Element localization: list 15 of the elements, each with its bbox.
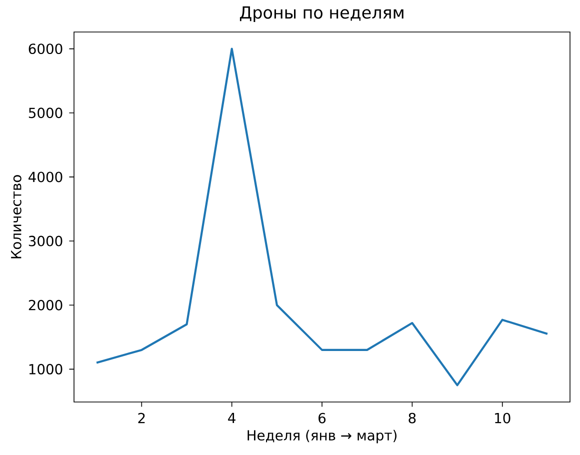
y-axis-title: Количество bbox=[11, 175, 22, 258]
y-tick-label: 5000 bbox=[28, 108, 62, 118]
y-tick-label: 1000 bbox=[29, 364, 62, 374]
y-tick-label: 4000 bbox=[28, 172, 62, 182]
chart-title: Дроны по неделям bbox=[240, 6, 404, 22]
x-axis-title: Неделя (янв → март) bbox=[248, 430, 396, 444]
line-series bbox=[96, 48, 548, 386]
x-tick-label: 4 bbox=[228, 412, 236, 423]
y-tick-label: 3000 bbox=[28, 236, 62, 246]
x-tick-label: 8 bbox=[408, 412, 416, 424]
y-tick-label: 2000 bbox=[28, 300, 62, 310]
y-tick-label: 6000 bbox=[28, 44, 62, 54]
x-tick-label: 6 bbox=[318, 412, 326, 424]
x-tick-label: 10 bbox=[495, 412, 510, 424]
x-tick-label: 2 bbox=[138, 412, 145, 424]
